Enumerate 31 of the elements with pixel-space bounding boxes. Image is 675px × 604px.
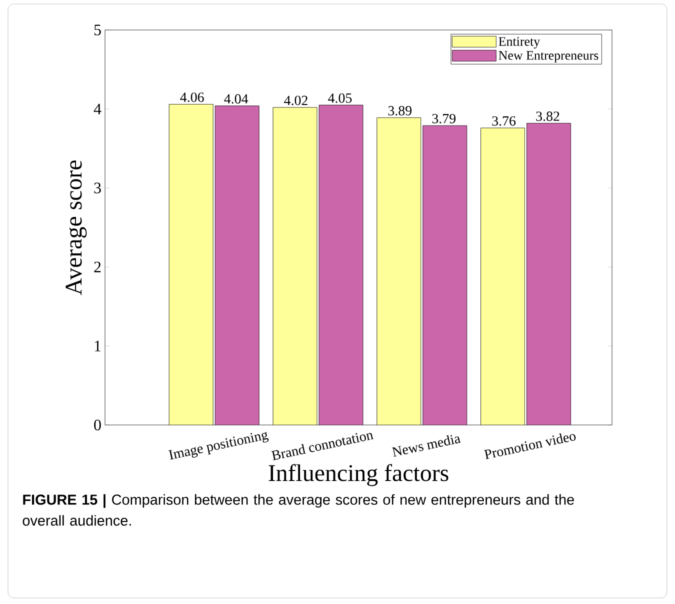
data-label: 4.02 — [284, 96, 308, 106]
y-tick-label: 1 — [94, 340, 101, 352]
data-label: 3.79 — [432, 114, 456, 124]
data-label: 3.76 — [492, 116, 516, 126]
legend-label: Entirety — [498, 37, 540, 48]
y-tick-label: 4 — [94, 104, 102, 114]
bar — [215, 106, 260, 425]
data-label: 4.05 — [328, 93, 352, 103]
bar — [169, 104, 214, 425]
data-label: 3.82 — [536, 112, 560, 122]
x-tick-label: News media — [392, 435, 461, 457]
text: FIGURE 15 | Comparison between the average scores of new entrepreneurs and the overall audience. — [22, 494, 574, 526]
data-label: 3.89 — [388, 106, 412, 116]
y-axis-title: Average score — [66, 160, 87, 296]
bar — [376, 118, 421, 425]
x-tick-label: Image positioning — [168, 432, 269, 460]
bar — [318, 105, 363, 425]
bar — [272, 107, 317, 425]
data-label: 4.06 — [180, 92, 204, 102]
bar — [480, 128, 525, 425]
y-tick-label: 2 — [94, 262, 101, 272]
y-tick-label: 3 — [94, 182, 101, 194]
data-label: 4.04 — [224, 94, 248, 104]
y-tick-label: 5 — [94, 24, 101, 36]
x-tick-label: Promotion video — [484, 433, 576, 460]
x-axis-title: Influencing factors — [268, 464, 448, 486]
x-tick-label: Brand connotation — [271, 432, 374, 460]
y-tick-label: 0 — [94, 420, 101, 430]
bar — [422, 126, 467, 425]
legend-label: New Entrepreneurs — [498, 51, 598, 62]
bar — [526, 123, 571, 425]
